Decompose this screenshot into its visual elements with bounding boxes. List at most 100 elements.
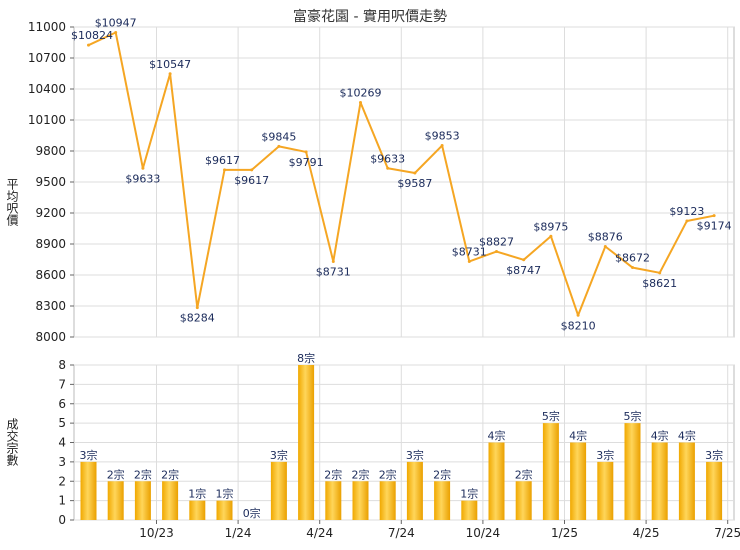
price-point bbox=[603, 244, 607, 248]
volume-bar-label: 5宗 bbox=[624, 409, 642, 423]
price-data-label: $10269 bbox=[340, 87, 382, 100]
x-tick-label: 7/24 bbox=[388, 526, 415, 540]
volume-tick-label: 7 bbox=[58, 377, 66, 391]
x-tick-label: 4/25 bbox=[633, 526, 660, 540]
volume-bar bbox=[624, 423, 641, 520]
price-point bbox=[87, 43, 90, 47]
volume-bar-label: 3宗 bbox=[406, 448, 424, 462]
price-data-label: $9633 bbox=[125, 172, 160, 185]
price-point bbox=[658, 271, 662, 275]
price-data-label: $8747 bbox=[506, 264, 541, 277]
volume-tick-label: 6 bbox=[58, 397, 66, 411]
volume-tick-label: 1 bbox=[58, 494, 66, 508]
price-data-label: $9123 bbox=[669, 205, 704, 218]
price-tick-label: 10100 bbox=[28, 113, 66, 127]
price-data-label: $9791 bbox=[289, 156, 324, 169]
volume-bar bbox=[298, 365, 315, 520]
price-data-label: $9587 bbox=[397, 177, 432, 190]
volume-bar-label: 2宗 bbox=[433, 467, 451, 481]
chart-title: 富豪花園 - 實用呎價走勢 bbox=[293, 9, 447, 25]
price-tick-label: 8300 bbox=[35, 299, 66, 313]
price-data-label: $10824 bbox=[71, 29, 113, 42]
volume-tick-label: 0 bbox=[58, 513, 66, 527]
price-point bbox=[576, 313, 580, 317]
volume-bar bbox=[379, 481, 396, 520]
volume-bar-label: 3宗 bbox=[705, 448, 723, 462]
price-point bbox=[168, 72, 172, 76]
price-data-label: $9174 bbox=[697, 220, 732, 233]
volume-bar-label: 3宗 bbox=[596, 448, 614, 462]
price-tick-label: 10700 bbox=[28, 51, 66, 65]
price-point bbox=[522, 258, 526, 262]
volume-bar-label: 0宗 bbox=[243, 506, 261, 520]
volume-bar-label: 4宗 bbox=[651, 429, 669, 443]
volume-bar bbox=[189, 500, 206, 520]
price-tick-label: 10400 bbox=[28, 82, 66, 96]
volume-bar bbox=[542, 423, 559, 520]
price-axis-label: 平均呎價 bbox=[5, 178, 19, 226]
volume-bar-label: 2宗 bbox=[379, 467, 397, 481]
volume-bar bbox=[515, 481, 532, 520]
volume-bar bbox=[216, 500, 233, 520]
volume-bar bbox=[651, 442, 668, 520]
price-tick-label: 11000 bbox=[28, 20, 66, 34]
price-tick-label: 9500 bbox=[35, 175, 66, 189]
volume-bar bbox=[406, 461, 423, 520]
volume-bar-label: 8宗 bbox=[297, 351, 315, 365]
volume-bar-label: 4宗 bbox=[678, 429, 696, 443]
volume-bar-label: 5宗 bbox=[542, 409, 560, 423]
price-point bbox=[440, 144, 444, 148]
price-point bbox=[141, 166, 145, 170]
price-data-label: $8621 bbox=[642, 277, 677, 290]
volume-bar-label: 2宗 bbox=[352, 467, 370, 481]
x-tick-label: 10/23 bbox=[139, 526, 174, 540]
price-point bbox=[331, 259, 335, 263]
price-data-label: $9845 bbox=[261, 130, 296, 143]
price-point bbox=[277, 144, 281, 148]
volume-bar-label: 2宗 bbox=[161, 467, 179, 481]
price-data-label: $10947 bbox=[95, 16, 137, 29]
x-tick-label: 1/25 bbox=[551, 526, 578, 540]
price-data-label: $8975 bbox=[533, 220, 568, 233]
volume-bar-label: 4宗 bbox=[488, 429, 506, 443]
price-data-label: $8827 bbox=[479, 236, 514, 249]
volume-bar bbox=[678, 442, 695, 520]
volume-tick-label: 5 bbox=[58, 416, 66, 430]
price-tick-label: 8000 bbox=[35, 330, 66, 344]
price-point bbox=[712, 214, 716, 218]
volume-bar bbox=[706, 461, 723, 520]
x-tick-label: 1/24 bbox=[225, 526, 252, 540]
price-tick-label: 8600 bbox=[35, 268, 66, 282]
price-point bbox=[467, 259, 471, 263]
price-data-label: $8731 bbox=[316, 265, 351, 278]
volume-bar-label: 2宗 bbox=[134, 467, 152, 481]
volume-axis-label: 成交宗數 bbox=[5, 418, 19, 466]
volume-bar bbox=[488, 442, 505, 520]
volume-tick-label: 2 bbox=[58, 474, 66, 488]
price-point bbox=[223, 168, 226, 172]
price-series-line bbox=[88, 31, 715, 317]
price-data-label: $9617 bbox=[234, 174, 269, 187]
price-tick-label: 9200 bbox=[35, 206, 66, 220]
price-data-label: $9633 bbox=[370, 152, 405, 165]
price-point bbox=[549, 234, 553, 238]
volume-bar-label: 2宗 bbox=[515, 467, 533, 481]
price-data-label: $8672 bbox=[615, 252, 650, 265]
volume-tick-label: 3 bbox=[58, 455, 66, 469]
price-point bbox=[359, 101, 362, 105]
volume-bar bbox=[434, 481, 451, 520]
price-data-label: $8284 bbox=[180, 312, 215, 325]
volume-bar-label: 3宗 bbox=[80, 448, 98, 462]
price-data-label: $10547 bbox=[149, 58, 191, 71]
volume-bar bbox=[325, 481, 342, 520]
x-tick-label: 10/24 bbox=[466, 526, 501, 540]
price-data-label: $8210 bbox=[561, 319, 596, 332]
price-point bbox=[250, 168, 254, 172]
volume-bar-label: 1宗 bbox=[216, 487, 234, 501]
price-data-label: $9853 bbox=[425, 130, 460, 143]
price-point bbox=[495, 250, 498, 254]
volume-bar bbox=[570, 442, 587, 520]
x-tick-label: 4/24 bbox=[306, 526, 333, 540]
